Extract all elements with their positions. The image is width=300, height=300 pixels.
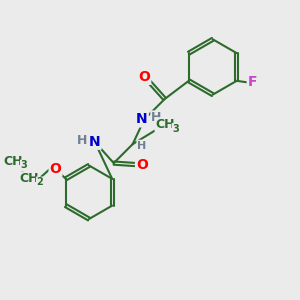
Text: H: H <box>137 141 147 151</box>
Text: H: H <box>151 112 162 124</box>
Text: CH: CH <box>20 172 39 185</box>
Text: O: O <box>138 70 150 84</box>
Text: CH: CH <box>155 118 175 131</box>
Text: N: N <box>89 135 100 149</box>
Text: 2: 2 <box>37 177 44 187</box>
Text: F: F <box>248 75 257 89</box>
Text: 3: 3 <box>172 124 179 134</box>
Text: O: O <box>136 158 148 172</box>
Text: H: H <box>77 134 88 147</box>
Text: O: O <box>50 162 61 176</box>
Text: N: N <box>136 112 148 126</box>
Text: CH: CH <box>4 155 23 168</box>
Text: 3: 3 <box>21 160 28 170</box>
